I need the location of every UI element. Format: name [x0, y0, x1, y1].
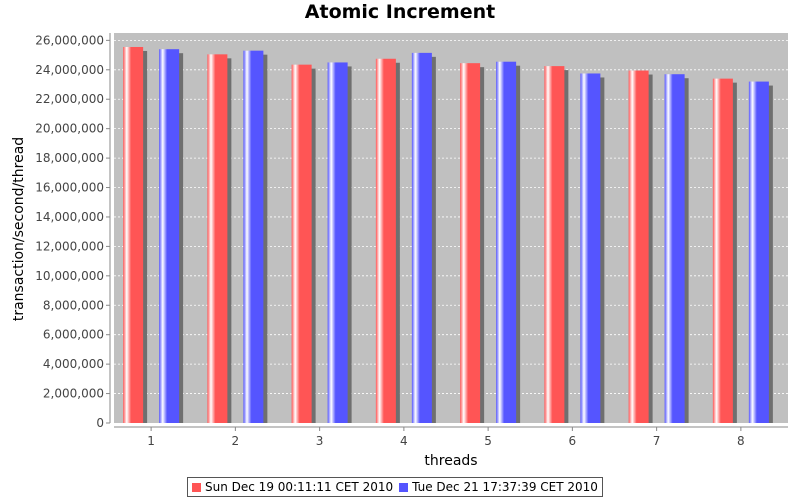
bars — [123, 46, 773, 424]
x-tick-label: 6 — [569, 434, 577, 448]
bar-series-1-2 — [207, 54, 228, 423]
bar-series-1-7 — [628, 70, 649, 423]
legend-swatch-series-1 — [192, 482, 201, 492]
bar-series-2-2 — [243, 50, 264, 424]
x-axis-ticks: 1 2 3 4 5 6 7 8 — [147, 427, 745, 448]
bar-series-2-4 — [411, 52, 432, 424]
x-tick-label: 8 — [737, 434, 745, 448]
bar-series-1-8 — [712, 78, 733, 423]
bar-series-2-1 — [159, 49, 180, 423]
bar-series-2-3 — [327, 62, 348, 424]
bar-chart: 0 2,000,000 4,000,000 6,000,000 8,000,000 10,… — [35, 33, 788, 448]
x-axis-label: threads — [424, 453, 478, 469]
chart-title: Atomic Increment — [304, 1, 496, 23]
legend-item-series-1: Sun Dec 19 00:11:11 CET 2010 — [192, 480, 393, 494]
y-tick-label: 8,000,000 — [43, 298, 104, 312]
y-tick-label: 26,000,000 — [35, 33, 104, 47]
y-tick-label: 12,000,000 — [35, 239, 104, 253]
y-tick-label: 20,000,000 — [35, 122, 104, 136]
legend: Sun Dec 19 00:11:11 CET 2010 Tue Dec 21 … — [187, 477, 603, 497]
y-tick-label: 22,000,000 — [35, 92, 104, 106]
bar-series-1-5 — [460, 63, 481, 424]
y-tick-label: 2,000,000 — [43, 387, 104, 401]
bar-series-1-3 — [291, 64, 312, 423]
bar-series-2-5 — [496, 61, 517, 423]
bar-series-1-4 — [375, 58, 396, 423]
x-tick-label: 4 — [400, 434, 408, 448]
x-tick-label: 5 — [484, 434, 492, 448]
y-tick-label: 16,000,000 — [35, 181, 104, 195]
bar-series-1-6 — [544, 66, 565, 423]
legend-item-series-2: Tue Dec 21 17:37:39 CET 2010 — [399, 480, 598, 494]
x-tick-label: 7 — [653, 434, 661, 448]
y-tick-label: 6,000,000 — [43, 328, 104, 342]
y-tick-label: 14,000,000 — [35, 210, 104, 224]
y-tick-label: 18,000,000 — [35, 151, 104, 165]
y-tick-label: 10,000,000 — [35, 269, 104, 283]
x-tick-label: 3 — [316, 434, 324, 448]
bar-series-2-7 — [664, 74, 685, 423]
x-tick-label: 2 — [232, 434, 240, 448]
legend-label-series-1: Sun Dec 19 00:11:11 CET 2010 — [205, 480, 394, 494]
bar-series-2-8 — [748, 81, 769, 423]
legend-label-series-2: Tue Dec 21 17:37:39 CET 2010 — [412, 480, 598, 494]
y-tick-label: 0 — [96, 416, 104, 430]
legend-swatch-series-2 — [399, 482, 409, 492]
bar-series-2-6 — [580, 73, 601, 424]
bar-series-1-1 — [123, 46, 144, 423]
y-axis-ticks: 0 2,000,000 4,000,000 6,000,000 8,000,000 10,… — [35, 33, 110, 430]
x-tick-label: 1 — [147, 434, 155, 448]
y-tick-label: 4,000,000 — [43, 357, 104, 371]
y-tick-label: 24,000,000 — [35, 63, 104, 77]
